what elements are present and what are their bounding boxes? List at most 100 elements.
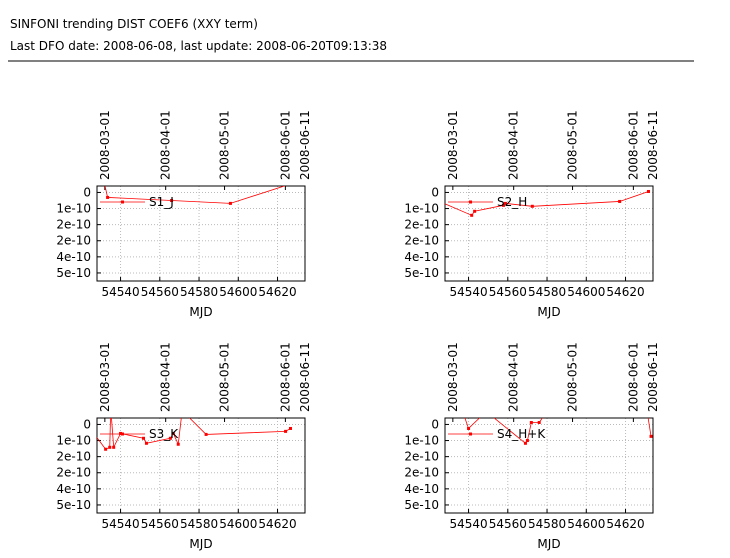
data-point (176, 442, 180, 446)
y-tick-label: 1e-10 (404, 202, 439, 216)
data-point (523, 441, 527, 445)
x-tick-label: 54580 (180, 285, 218, 299)
y-tick-label: 2e-10 (404, 234, 439, 248)
x2-tick-label: 2008-05-01 (566, 110, 580, 180)
y-tick-label: 5e-10 (404, 266, 439, 280)
y-tick-label: 4e-10 (404, 482, 439, 496)
data-point (228, 201, 232, 205)
x-tick-label: 54540 (101, 285, 139, 299)
x-tick-label: 54560 (489, 285, 527, 299)
x-tick-label: 54540 (449, 285, 487, 299)
plot-frame (444, 417, 654, 514)
data-point (503, 201, 507, 205)
legend-marker (469, 200, 472, 204)
data-point (537, 421, 541, 425)
data-point (646, 189, 650, 193)
legend-label: S3_K (149, 427, 179, 441)
series (461, 410, 653, 445)
data-point (168, 436, 172, 440)
x-tick-label: 54620 (258, 517, 296, 531)
x-tick-label: 54580 (528, 517, 566, 531)
panel: 0 1e-10 2e-10 2e-10 4e-10 5e-10 54540 54560 5458… (404, 110, 660, 319)
x-tick-label: 54600 (219, 285, 257, 299)
x-tick-label: 54560 (141, 517, 179, 531)
legend-marker (121, 200, 124, 204)
x-tick-label: 54560 (141, 285, 179, 299)
data-point (144, 441, 148, 445)
y-tick-label: 2e-10 (404, 466, 439, 480)
data-point (473, 209, 477, 213)
plot-frame (444, 185, 654, 282)
x-tick-label: 54580 (180, 517, 218, 531)
data-point (170, 198, 174, 202)
x-tick-label: 54580 (528, 285, 566, 299)
x-tick-label: 54620 (606, 285, 644, 299)
page-subtitle: Last DFO date: 2008-06-08, last update: … (10, 39, 387, 53)
data-point (92, 431, 95, 434)
data-point (284, 429, 288, 433)
y-tick-label: 0 (431, 417, 439, 431)
data-point (112, 445, 116, 449)
data-point (106, 195, 110, 199)
x-axis-label: MJD (189, 305, 212, 319)
panel: 0 1e-10 2e-10 2e-10 4e-10 5e-10 54540 54560 5458… (404, 342, 660, 551)
x2-tick-label: 2008-06-11 (298, 342, 312, 412)
panel: 0 1e-10 2e-10 2e-10 4e-10 5e-10 54540 54560 5458… (56, 110, 312, 319)
x2-tick-label: 2008-04-01 (507, 342, 521, 412)
x2-tick-label: 2008-06-11 (646, 342, 660, 412)
x-tick-label: 54560 (489, 517, 527, 531)
panel: 0 1e-10 2e-10 2e-10 4e-10 5e-10 54540 54560 5458… (56, 342, 312, 551)
page-title: SINFONI trending DIST COEF6 (XXY term) (10, 17, 258, 31)
x2-tick-label: 2008-04-01 (159, 110, 173, 180)
x2-tick-label: 2008-04-01 (159, 342, 173, 412)
y-tick-label: 0 (431, 185, 439, 199)
x2-tick-label: 2008-03-01 (98, 342, 112, 412)
series (104, 183, 291, 205)
x-axis-label: MJD (537, 537, 560, 551)
data-point (288, 426, 292, 430)
data-line (104, 186, 286, 204)
y-tick-label: 2e-10 (56, 218, 91, 232)
plot-frame (96, 417, 306, 514)
legend-marker (121, 432, 124, 436)
x2-tick-label: 2008-06-01 (278, 342, 292, 412)
x-tick-label: 54600 (567, 517, 605, 531)
data-point (288, 183, 291, 186)
y-tick-label: 2e-10 (404, 218, 439, 232)
y-tick-label: 2e-10 (56, 450, 91, 464)
legend-label: S4_H+K (497, 427, 546, 441)
y-tick-label: 2e-10 (56, 466, 91, 480)
y-tick-label: 0 (83, 185, 91, 199)
x-tick-label: 54620 (258, 285, 296, 299)
data-point (501, 203, 505, 207)
x2-tick-label: 2008-05-01 (218, 110, 232, 180)
y-tick-label: 5e-10 (56, 266, 91, 280)
data-point (649, 434, 653, 438)
x2-tick-label: 2008-05-01 (566, 342, 580, 412)
data-point (104, 447, 108, 451)
y-tick-label: 2e-10 (56, 234, 91, 248)
y-tick-label: 4e-10 (56, 482, 91, 496)
x-axis-label: MJD (189, 537, 212, 551)
data-point (181, 409, 184, 412)
x2-tick-label: 2008-03-01 (98, 110, 112, 180)
y-tick-label: 1e-10 (56, 434, 91, 448)
data-point (618, 199, 622, 203)
data-line (97, 418, 291, 450)
y-tick-label: 5e-10 (404, 498, 439, 512)
data-point (470, 213, 474, 217)
x-tick-label: 54600 (567, 285, 605, 299)
data-point (142, 436, 146, 440)
data-point (461, 410, 464, 413)
data-point (467, 426, 471, 430)
series (92, 409, 292, 451)
data-point (204, 432, 208, 436)
y-tick-label: 2e-10 (404, 450, 439, 464)
data-point (485, 410, 488, 413)
y-tick-label: 4e-10 (56, 250, 91, 264)
x-tick-label: 54540 (101, 517, 139, 531)
data-line (445, 191, 649, 216)
legend-label: S1_J (149, 195, 174, 209)
x-tick-label: 54620 (606, 517, 644, 531)
